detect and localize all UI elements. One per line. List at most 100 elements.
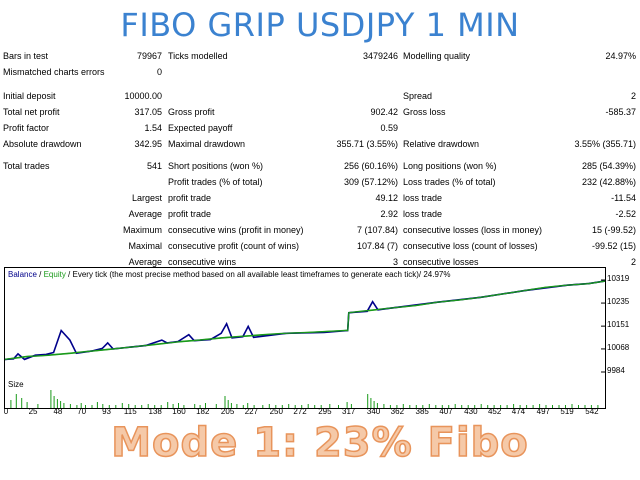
y-tick-label: 10235 (607, 297, 630, 307)
x-tick-label: 452 (487, 407, 502, 416)
value: 15 (-99.52) (591, 225, 636, 235)
size-bar (85, 405, 86, 408)
footer-caption: Mode 1: 23% Fibo (110, 419, 529, 467)
label: Average (128, 257, 162, 267)
size-bar (539, 404, 541, 408)
legend-balance: Balance (8, 270, 37, 279)
size-bar (253, 405, 255, 408)
label: Expected payoff (168, 123, 233, 133)
row-average-consecutive: Average consecutive wins 3 consecutive l… (0, 255, 640, 269)
value: 2.92 (380, 209, 398, 219)
size-svg (10, 390, 599, 408)
size-bar (215, 404, 217, 408)
y-tick-label: 10151 (607, 320, 630, 330)
x-tick-label: 70 (77, 407, 87, 416)
label: loss trade (403, 193, 443, 203)
row-bars: Bars in test 79967 Ticks modelled 347924… (0, 49, 640, 63)
size-bar (409, 405, 411, 408)
size-bar (441, 405, 443, 408)
row-maximal: Maximal consecutive profit (count of win… (0, 239, 640, 253)
size-bar (281, 405, 283, 408)
value: 107.84 (7) (356, 241, 398, 251)
size-bar (467, 405, 469, 408)
label: Largest (131, 193, 162, 203)
row-largest: Largest profit trade 49.12 loss trade -1… (0, 191, 640, 205)
label: Profit trades (% of total) (168, 177, 263, 187)
size-bar (584, 405, 586, 408)
size-bar (172, 404, 174, 408)
x-tick-label: 519 (560, 407, 574, 416)
x-tick-label: 182 (196, 407, 210, 416)
x-tick-label: 542 (585, 407, 599, 416)
size-label: Size (8, 380, 24, 389)
size-bar (346, 402, 348, 408)
x-tick-label: 295 (318, 407, 332, 416)
size-bar (167, 402, 169, 408)
size-bar (115, 405, 117, 408)
label: profit trade (168, 209, 212, 219)
size-bar (268, 404, 270, 408)
label: Profit factor (3, 123, 50, 133)
size-bar (367, 394, 369, 408)
label: Relative drawdown (403, 139, 480, 149)
value: 541 (146, 161, 162, 171)
legend-quality: 24.97% (423, 270, 451, 279)
label: Maximal drawdown (168, 139, 246, 149)
size-bar (314, 405, 316, 408)
label: Mismatched charts errors (3, 67, 105, 77)
x-tick-label: 227 (244, 407, 259, 416)
label: profit trade (168, 193, 212, 203)
size-bar (350, 404, 352, 408)
size-bar (50, 390, 52, 408)
x-tick-label: 250 (269, 407, 283, 416)
size-bar (500, 405, 502, 408)
size-bar (76, 405, 78, 408)
label: loss trade (403, 209, 443, 219)
label: Loss trades (% of total) (403, 177, 496, 187)
x-tick-label: 317 (342, 407, 356, 416)
row-average: Average profit trade 2.92 loss trade -2.… (0, 207, 640, 221)
size-bar (199, 405, 201, 408)
balance-line (4, 280, 606, 360)
size-bar (383, 404, 385, 408)
size-bar (91, 405, 93, 408)
size-bar (389, 405, 391, 408)
value: -11.54 (611, 193, 636, 203)
size-bar (154, 405, 156, 408)
row-drawdown: Absolute drawdown 342.95 Maximal drawdow… (0, 137, 640, 151)
size-bar (230, 403, 232, 408)
balance-svg (4, 279, 606, 373)
value: 79967 (136, 51, 162, 61)
size-bar (565, 405, 566, 408)
x-tick-label: 497 (536, 407, 550, 416)
value: 902.42 (370, 107, 398, 117)
size-bar (506, 405, 508, 408)
row-profit-trades: Profit trades (% of total) 309 (57.12%) … (0, 175, 640, 189)
legend-note: Every tick (the most precise method base… (72, 270, 419, 279)
label: Spread (403, 91, 433, 101)
x-tick-label: 138 (148, 407, 162, 416)
size-bar (147, 404, 149, 408)
size-bar (194, 404, 196, 408)
size-bar (590, 405, 592, 408)
label: Gross loss (403, 107, 446, 117)
value: -2.52 (615, 209, 636, 219)
label: consecutive losses (loss in money) (403, 225, 543, 235)
size-bar (461, 405, 463, 408)
label: consecutive wins (168, 257, 237, 267)
x-tick-label: 0 (3, 407, 9, 416)
value: 355.71 (3.55%) (336, 139, 398, 149)
value: 0.59 (380, 123, 398, 133)
row-factor: Profit factor 1.54 Expected payoff 0.59 (0, 121, 640, 135)
value: 10000.00 (124, 91, 162, 101)
label: Modelling quality (403, 51, 471, 61)
y-tick-label: 10068 (607, 342, 630, 352)
size-bar (102, 404, 104, 408)
label: Initial deposit (3, 91, 56, 101)
y-tick-label: 9984 (607, 366, 625, 375)
label: Short positions (won %) (168, 161, 264, 171)
size-bar (396, 405, 398, 408)
size-bar (370, 398, 372, 408)
size-bar (242, 405, 244, 408)
x-tick-label: 160 (172, 407, 186, 416)
